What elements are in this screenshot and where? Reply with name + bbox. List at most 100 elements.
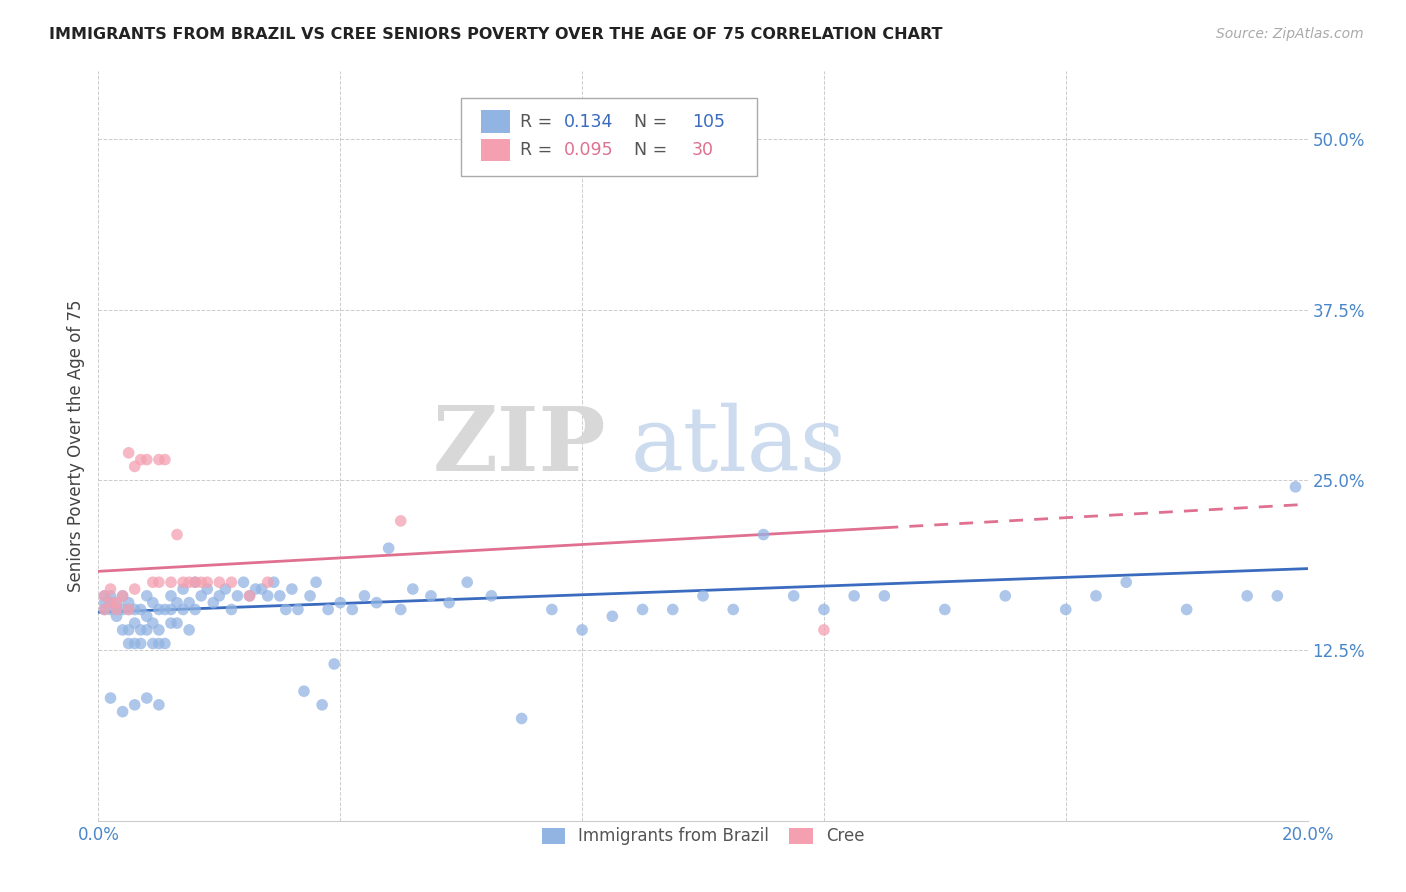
Point [93, 596, 115, 610]
Point [481, 589, 503, 603]
Point [389, 602, 412, 616]
Point [118, 602, 141, 616]
Text: 30: 30 [692, 141, 714, 159]
Point [179, 623, 201, 637]
Text: 0.134: 0.134 [564, 112, 613, 130]
Point [256, 575, 278, 590]
Text: IMMIGRANTS FROM BRAZIL VS CREE SENIORS POVERTY OVER THE AGE OF 75 CORRELATION CH: IMMIGRANTS FROM BRAZIL VS CREE SENIORS P… [49, 27, 942, 42]
Point [135, 609, 157, 624]
Point [124, 582, 146, 596]
Point [226, 589, 249, 603]
Point [118, 623, 141, 637]
Point [100, 596, 122, 610]
Point [148, 698, 170, 712]
Point [124, 602, 146, 616]
FancyBboxPatch shape [461, 97, 758, 177]
Point [631, 602, 654, 616]
Point [202, 596, 225, 610]
Point [287, 602, 309, 616]
Point [342, 602, 364, 616]
Point [1267, 589, 1289, 603]
Point [148, 575, 170, 590]
Point [111, 602, 134, 616]
Legend: Immigrants from Brazil, Cree: Immigrants from Brazil, Cree [533, 819, 873, 854]
Point [148, 636, 170, 650]
Text: N =: N = [623, 141, 673, 159]
Point [179, 596, 201, 610]
Point [93, 589, 115, 603]
Point [166, 527, 188, 541]
Point [239, 589, 262, 603]
Point [692, 589, 714, 603]
Point [783, 589, 806, 603]
Point [124, 616, 146, 631]
Point [221, 575, 243, 590]
Point [111, 589, 134, 603]
Point [813, 602, 835, 616]
Point [195, 575, 218, 590]
Point [221, 602, 243, 616]
Text: atlas: atlas [630, 402, 845, 490]
Point [510, 711, 533, 725]
Point [311, 698, 333, 712]
Point [844, 589, 866, 603]
Point [129, 602, 152, 616]
Point [153, 452, 176, 467]
Point [142, 636, 165, 650]
Point [100, 589, 122, 603]
Point [292, 684, 315, 698]
Point [402, 582, 425, 596]
Point [752, 527, 775, 541]
Point [166, 616, 188, 631]
Point [250, 582, 273, 596]
Point [305, 575, 328, 590]
Point [118, 446, 141, 460]
Point [195, 582, 218, 596]
Point [994, 589, 1017, 603]
Point [129, 452, 152, 467]
Point [208, 589, 231, 603]
Point [153, 636, 176, 650]
Point [540, 602, 562, 616]
Text: 105: 105 [692, 112, 725, 130]
Point [256, 589, 278, 603]
Point [1054, 602, 1077, 616]
Point [239, 589, 262, 603]
Point [100, 582, 122, 596]
Point [160, 616, 183, 631]
Point [148, 602, 170, 616]
Point [366, 596, 388, 610]
Text: ZIP: ZIP [433, 402, 606, 490]
Point [105, 609, 128, 624]
Point [263, 575, 285, 590]
Point [389, 514, 412, 528]
Point [100, 602, 122, 616]
Point [723, 602, 745, 616]
Point [105, 596, 128, 610]
Point [329, 596, 352, 610]
Point [129, 623, 152, 637]
Point [100, 691, 122, 706]
Point [934, 602, 956, 616]
Point [377, 541, 399, 556]
Point [190, 575, 212, 590]
Point [172, 575, 194, 590]
FancyBboxPatch shape [481, 111, 509, 133]
Point [1115, 575, 1137, 590]
Point [873, 589, 896, 603]
Point [214, 582, 236, 596]
Point [1085, 589, 1108, 603]
Y-axis label: Seniors Poverty Over the Age of 75: Seniors Poverty Over the Age of 75 [66, 300, 84, 592]
Point [124, 636, 146, 650]
Text: Source: ZipAtlas.com: Source: ZipAtlas.com [1216, 27, 1364, 41]
Point [1175, 602, 1198, 616]
Point [111, 589, 134, 603]
Point [184, 602, 207, 616]
Point [437, 596, 460, 610]
Point [179, 575, 201, 590]
Point [661, 602, 683, 616]
Text: 0.095: 0.095 [564, 141, 613, 159]
Point [135, 452, 157, 467]
Point [118, 596, 141, 610]
Point [232, 575, 254, 590]
